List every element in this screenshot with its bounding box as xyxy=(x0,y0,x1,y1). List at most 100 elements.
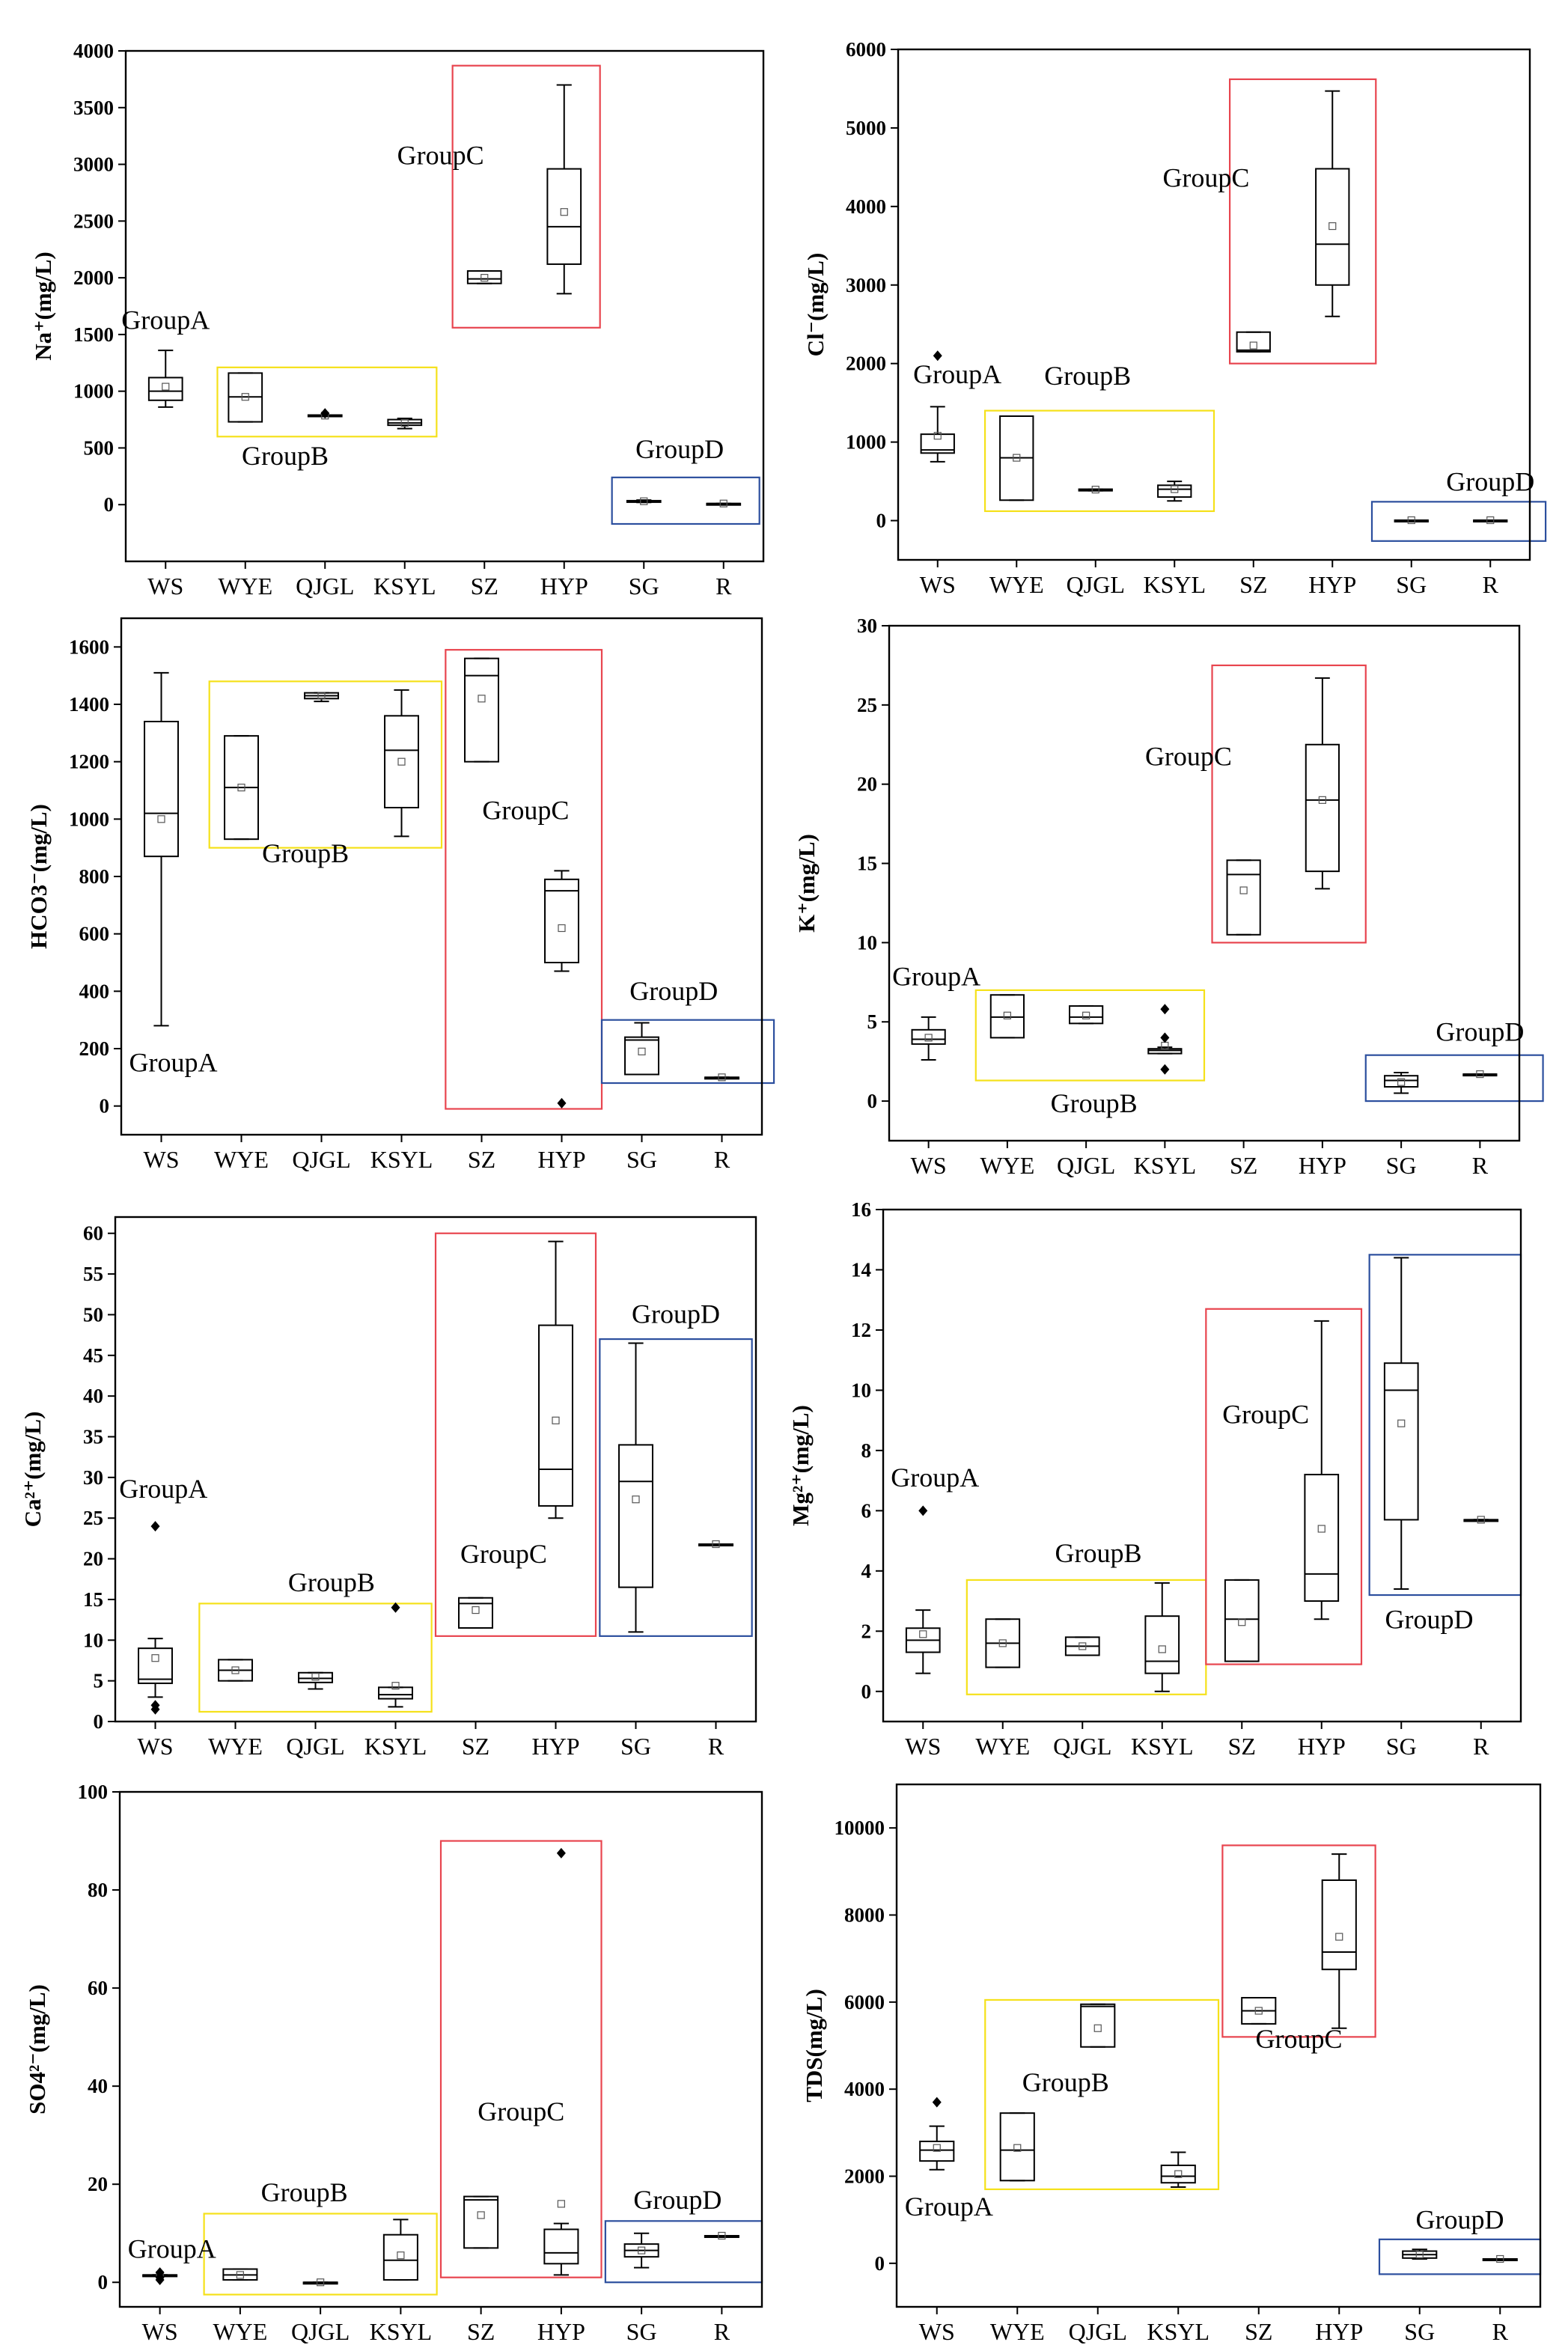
y-tick-label: 40 xyxy=(83,1385,103,1407)
mean-marker xyxy=(1496,2254,1504,2263)
mean-marker xyxy=(477,2211,485,2219)
box-iqr xyxy=(544,878,579,964)
mean-marker xyxy=(151,1654,159,1662)
y-tick-label: 1000 xyxy=(73,380,114,403)
group-box-groupc xyxy=(1211,664,1367,944)
y-tick-label: 15 xyxy=(83,1588,103,1611)
y-axis-label: SO4²⁻(mg/L) xyxy=(24,1984,50,2114)
y-axis-label: Mg²⁺(mg/L) xyxy=(787,1405,814,1526)
box-r xyxy=(1482,2254,1518,2263)
x-tick-label-sz: SZ xyxy=(1230,1152,1257,1179)
y-tick-label: 55 xyxy=(83,1263,103,1285)
y-tick-label: 20 xyxy=(857,773,877,796)
box-ws xyxy=(911,1016,946,1061)
y-axis-label: Ca²⁺(mg/L) xyxy=(19,1412,46,1528)
box-wye xyxy=(989,994,1025,1039)
box-qjgl xyxy=(307,408,343,420)
box-ws xyxy=(905,1505,941,1674)
group-label-groupa: GroupA xyxy=(128,2233,216,2263)
x-tick-label-wye: WYE xyxy=(214,1146,269,1173)
box-ksyl xyxy=(384,689,419,838)
x-tick-label-sg: SG xyxy=(626,2318,657,2345)
y-axis-label: Na⁺(mg/L) xyxy=(30,251,56,361)
box-sz xyxy=(1226,859,1261,936)
group-label-groupa: GroupA xyxy=(905,2192,993,2222)
y-axis-label: HCO3⁻(mg/L) xyxy=(25,804,52,949)
y-tick-label: 10 xyxy=(851,1379,871,1401)
mean-marker xyxy=(557,2200,565,2208)
y-tick-label: 0 xyxy=(94,1710,104,1733)
y-tick-label: 80 xyxy=(88,1879,108,1901)
y-tick-label: 4000 xyxy=(846,195,886,218)
box-ksyl xyxy=(1157,481,1192,502)
box-sz xyxy=(1236,331,1271,353)
group-label-groupd: GroupD xyxy=(629,976,718,1006)
y-tick-label: 1200 xyxy=(69,751,109,773)
mean-marker xyxy=(317,692,326,700)
group-box-groupb xyxy=(203,2213,438,2296)
box-iqr xyxy=(543,2228,579,2265)
group-box-groupd xyxy=(600,1019,775,1085)
group-box-groupc xyxy=(1228,78,1377,365)
box-r xyxy=(704,2231,739,2240)
y-tick-label: 6 xyxy=(861,1499,872,1522)
mean-marker xyxy=(1013,454,1021,462)
box-iqr xyxy=(1305,743,1340,873)
box-ksyl xyxy=(382,2219,418,2281)
y-tick-label: 500 xyxy=(84,436,115,459)
box-iqr xyxy=(920,433,955,454)
x-tick-label-hyp: HYP xyxy=(540,573,588,600)
x-tick-label-hyp: HYP xyxy=(537,1146,585,1173)
y-tick-label: 1500 xyxy=(73,323,114,346)
x-tick-label-sz: SZ xyxy=(1245,2318,1272,2345)
mean-marker xyxy=(311,1673,320,1681)
box-iqr xyxy=(138,1647,173,1684)
box-iqr xyxy=(911,1028,946,1045)
box-hyp xyxy=(538,1240,573,1519)
group-label-groupb: GroupB xyxy=(262,838,349,868)
plot-frame xyxy=(124,49,765,563)
mean-marker xyxy=(638,1047,646,1055)
box-iqr xyxy=(1147,1048,1183,1055)
y-tick-label: 2 xyxy=(861,1620,872,1642)
box-iqr xyxy=(1226,859,1261,936)
plot-frame xyxy=(895,1783,1542,2308)
box-iqr xyxy=(1384,1075,1419,1088)
plot-frame xyxy=(882,1208,1522,1723)
x-tick-label-qjgl: QJGL xyxy=(286,1733,344,1760)
y-tick-label: 0 xyxy=(876,510,887,532)
box-iqr xyxy=(618,1444,653,1588)
y-tick-label: 1000 xyxy=(846,431,886,454)
chart-panel-6: 0 2 4 6 8 10 12 14 16 WS WYE QJGL KSYL SZ HYP SG R Mg²⁺(m… xyxy=(787,1198,1522,1760)
mean-marker xyxy=(718,1073,726,1082)
plot-frame xyxy=(897,48,1531,561)
y-tick-label: 1600 xyxy=(69,635,109,658)
y-tick-label: 15 xyxy=(857,853,877,875)
x-tick-label-hyp: HYP xyxy=(1308,571,1356,598)
group-label-groupa: GroupA xyxy=(891,1463,979,1492)
box-iqr xyxy=(1304,1474,1340,1603)
x-tick-label-sg: SG xyxy=(629,573,659,600)
box-iqr xyxy=(624,1036,659,1076)
box-iqr xyxy=(458,1597,493,1629)
mean-marker xyxy=(1397,1078,1406,1086)
plot-frame xyxy=(114,1216,757,1723)
outlier-point xyxy=(1160,1032,1170,1043)
y-tick-label: 4000 xyxy=(73,40,114,62)
y-tick-label: 8 xyxy=(861,1439,872,1462)
x-tick-label-qjgl: QJGL xyxy=(296,573,354,600)
box-ksyl xyxy=(1144,1582,1180,1692)
chart-panel-7: 0 20 40 60 80 100 WS WYE QJGL KSYL SZ HYP SG R SO4²⁻(m… xyxy=(24,1781,763,2345)
box-sg xyxy=(1402,2248,1438,2260)
mean-marker xyxy=(1238,1618,1246,1626)
x-tick-label-ws: WS xyxy=(905,1733,941,1760)
box-ksyl xyxy=(378,1602,413,1708)
y-tick-label: 0 xyxy=(861,1680,872,1703)
box-qjgl xyxy=(298,1671,333,1690)
group-label-groupb: GroupB xyxy=(288,1567,375,1597)
box-sg xyxy=(626,497,662,505)
mean-marker xyxy=(1318,796,1326,804)
y-tick-label: 10 xyxy=(857,931,877,954)
